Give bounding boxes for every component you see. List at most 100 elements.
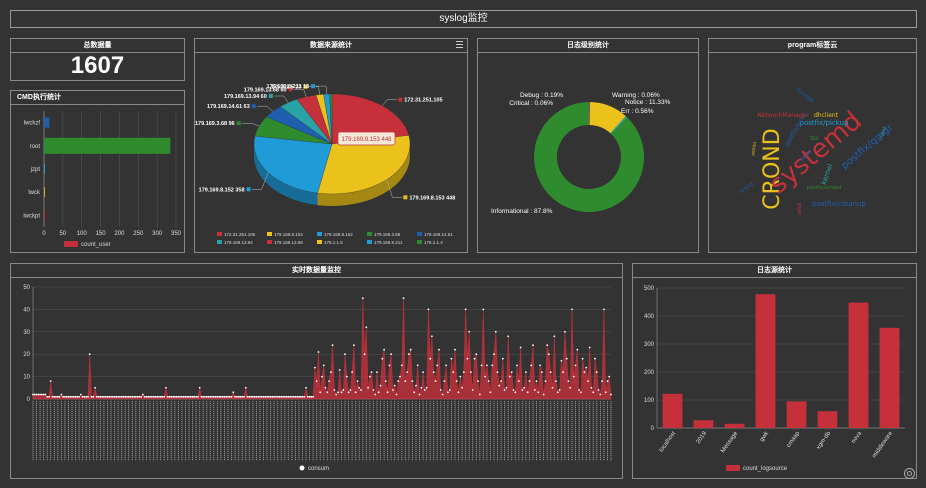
data-point	[239, 395, 242, 398]
data-point	[487, 380, 490, 382]
data-point	[225, 395, 228, 398]
data-point	[477, 380, 479, 382]
data-point	[218, 395, 221, 398]
data-point	[416, 364, 419, 367]
tag-word: sysinit	[738, 181, 755, 194]
data-point	[459, 375, 462, 378]
data-point	[553, 335, 556, 338]
y-tick-label: 10	[23, 375, 30, 381]
data-point	[525, 371, 527, 373]
data-point	[62, 395, 64, 398]
data-point	[127, 395, 130, 398]
data-point	[110, 395, 112, 398]
pie-slice	[329, 93, 333, 145]
data-point	[241, 395, 244, 398]
x-tick-label: localhost	[659, 430, 678, 453]
data-point	[338, 369, 341, 371]
data-point	[360, 389, 362, 391]
legend-swatch	[299, 465, 305, 471]
data-point	[505, 386, 508, 389]
data-point	[150, 395, 153, 398]
data-point	[349, 389, 352, 391]
leader-line	[273, 95, 289, 103]
data-point	[266, 395, 268, 398]
data-point	[588, 346, 591, 349]
data-point	[87, 395, 89, 398]
data-point	[544, 380, 547, 382]
data-point	[55, 395, 57, 398]
data-point	[372, 389, 375, 391]
data-point	[186, 395, 189, 398]
pie-slice	[253, 135, 333, 194]
data-point	[523, 386, 525, 389]
tag-word: polkitd	[750, 141, 757, 156]
data-point	[64, 395, 66, 398]
data-point	[122, 395, 125, 398]
pie-slice-side	[317, 147, 410, 206]
data-point	[415, 384, 417, 387]
data-point	[163, 395, 166, 398]
data-point	[175, 395, 178, 398]
data-point	[41, 393, 43, 396]
data-point	[275, 395, 277, 398]
data-point	[42, 393, 45, 396]
data-point	[546, 344, 549, 347]
data-point	[542, 393, 545, 396]
data-point	[282, 395, 284, 398]
data-point	[482, 308, 485, 311]
data-point	[166, 395, 169, 398]
data-point	[595, 371, 598, 373]
data-point	[211, 395, 214, 398]
data-point	[321, 375, 323, 378]
tag-word: postfix/smtpd	[807, 185, 841, 191]
data-point	[248, 395, 251, 398]
legend-swatch	[417, 240, 422, 244]
leader-line	[256, 105, 274, 112]
leader-line	[316, 85, 327, 95]
data-point	[436, 364, 439, 367]
x-tick-label: cmaap	[786, 430, 802, 449]
data-point	[33, 393, 36, 396]
data-point	[49, 380, 52, 382]
data-point	[393, 384, 396, 387]
leader-line	[386, 179, 403, 198]
data-point	[333, 389, 336, 391]
data-point	[571, 308, 573, 311]
data-point	[564, 330, 566, 333]
data-point	[250, 395, 253, 398]
data-point	[496, 371, 499, 373]
menu-icon[interactable]	[456, 41, 463, 48]
data-point	[246, 395, 249, 398]
bar	[693, 420, 714, 428]
data-point	[53, 395, 56, 398]
data-point	[326, 391, 329, 394]
data-point	[473, 357, 476, 360]
bar	[724, 423, 745, 428]
data-point	[604, 391, 607, 394]
data-point	[140, 395, 143, 398]
slice-label: 175.1.1.5 23	[271, 85, 302, 91]
data-point	[572, 375, 575, 378]
data-point	[549, 371, 552, 373]
x-tick-label: 150	[96, 231, 107, 237]
bar	[44, 210, 45, 221]
data-point	[402, 297, 405, 300]
x-tick-label: 300	[152, 231, 163, 237]
legend-label: 172.31.251.105	[224, 232, 256, 237]
data-point	[214, 395, 217, 398]
data-point	[423, 389, 426, 391]
settings-circle-icon[interactable]	[904, 468, 915, 479]
data-point	[450, 357, 453, 360]
y-tick-label: 30	[23, 330, 30, 336]
data-point	[585, 366, 588, 369]
data-point	[197, 395, 199, 398]
data-point	[142, 393, 144, 396]
bar	[44, 137, 171, 154]
donut-slice	[610, 116, 628, 134]
data-point	[108, 395, 111, 398]
data-point	[181, 395, 183, 398]
data-point	[253, 395, 256, 398]
data-point	[273, 395, 275, 398]
data-point	[306, 395, 309, 398]
data-point	[384, 380, 387, 382]
